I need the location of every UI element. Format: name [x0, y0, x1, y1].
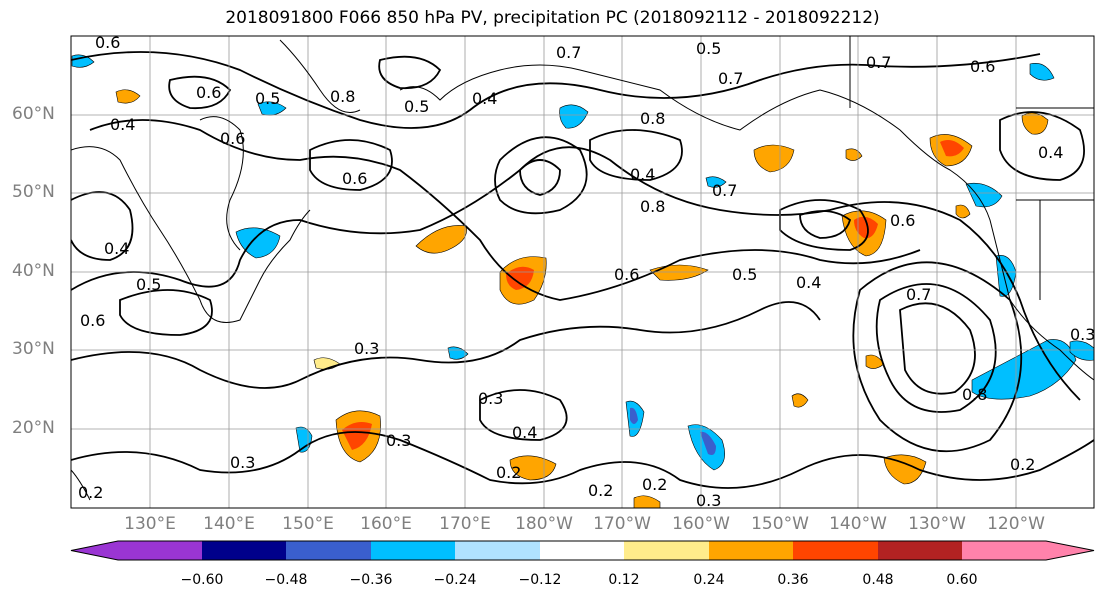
map-frame [70, 35, 1095, 509]
latitude-label: 20°N [12, 418, 55, 438]
colorbar-cell [540, 541, 624, 560]
contour-label: 0.6 [220, 129, 245, 148]
longitude-label: 170°E [439, 514, 491, 534]
colorbar-tick-label: 0.12 [608, 572, 640, 588]
contour-label: 0.7 [718, 69, 743, 88]
longitude-label: 150°W [751, 514, 809, 534]
contour-label: 0.3 [386, 431, 411, 450]
contour-label: 0.6 [890, 211, 915, 230]
contour-label: 0.4 [512, 423, 537, 442]
contour-label: 0.6 [95, 33, 120, 52]
colorbar [70, 540, 1095, 561]
map-area: 0.6 0.6 0.5 0.8 0.4 0.7 0.5 0.7 0.8 0.7 … [71, 33, 1095, 510]
figure-title: 2018091800 F066 850 hPa PV, precipitatio… [225, 8, 880, 28]
pv-contour-labels: 0.6 0.6 0.5 0.8 0.4 0.7 0.5 0.7 0.8 0.7 … [78, 33, 1095, 510]
longitude-label: 120°W [987, 514, 1045, 534]
colorbar-cell [202, 541, 286, 560]
longitude-label: 140°W [829, 514, 887, 534]
contour-label: 0.5 [732, 265, 757, 284]
longitude-label: 160°W [672, 514, 730, 534]
colorbar-cell [371, 541, 455, 560]
contour-label: 0.6 [614, 265, 639, 284]
colorbar-cell [286, 541, 371, 560]
longitude-label: 130°E [124, 514, 176, 534]
coastlines [71, 36, 1094, 501]
contour-label: 0.3 [1070, 325, 1095, 344]
colorbar-cell [709, 541, 793, 560]
contour-label: 0.2 [1010, 455, 1035, 474]
graticule [71, 36, 1094, 508]
colorbar-cell [71, 541, 202, 560]
colorbar-tick-label: −0.24 [433, 572, 477, 588]
latitude-label: 30°N [12, 339, 55, 359]
colorbar-cell [793, 541, 878, 560]
longitude-label: 130°W [908, 514, 966, 534]
pv-contours [71, 51, 1094, 489]
colorbar-cell [624, 541, 709, 560]
contour-label: 0.4 [630, 165, 655, 184]
contour-label: 0.7 [556, 43, 581, 62]
latitude-label: 40°N [12, 261, 55, 281]
contour-label: 0.4 [110, 115, 135, 134]
contour-label: 0.5 [404, 97, 429, 116]
contour-label: 0.2 [642, 475, 667, 494]
precip-negative-shading [71, 54, 1094, 471]
contour-label: 0.5 [696, 39, 721, 58]
contour-label: 0.7 [712, 181, 737, 200]
contour-label: 0.6 [970, 57, 995, 76]
colorbar-tick-label: 0.36 [777, 572, 809, 588]
contour-label: 0.4 [472, 89, 497, 108]
contour-label: 0.8 [962, 385, 987, 404]
contour-label: 0.8 [640, 109, 665, 128]
contour-label: 0.7 [866, 53, 891, 72]
colorbar-tick-label: −0.12 [518, 572, 562, 588]
colorbar-cell [878, 541, 962, 560]
latitude-label: 50°N [12, 182, 55, 202]
longitude-label: 170°W [593, 514, 651, 534]
contour-label: 0.2 [588, 481, 613, 500]
longitude-label: 180°W [515, 514, 573, 534]
longitude-label: 150°E [282, 514, 334, 534]
colorbar-tick-label: −0.48 [264, 572, 308, 588]
colorbar-tick-label: 0.24 [693, 572, 725, 588]
contour-label: 0.2 [496, 463, 521, 482]
latitude-label: 60°N [12, 104, 55, 124]
colorbar-outline [70, 540, 1095, 561]
contour-label: 0.6 [196, 83, 221, 102]
contour-label: 0.3 [230, 453, 255, 472]
contour-label: 0.5 [255, 89, 280, 108]
colorbar-cell [962, 541, 1094, 560]
contour-label: 0.4 [104, 239, 129, 258]
contour-label: 0.5 [136, 275, 161, 294]
contour-label: 0.8 [640, 197, 665, 216]
contour-label: 0.2 [78, 483, 103, 502]
colorbar-tick-label: −0.60 [180, 572, 224, 588]
colorbar-tick-label: −0.36 [349, 572, 393, 588]
colorbar-tick-label: 0.48 [862, 572, 894, 588]
contour-label: 0.6 [342, 169, 367, 188]
precip-positive-shading [115, 89, 1049, 508]
longitude-label: 140°E [203, 514, 255, 534]
colorbar-tick-label: 0.60 [946, 572, 978, 588]
contour-label: 0.4 [1038, 143, 1063, 162]
contour-label: 0.3 [354, 339, 379, 358]
colorbar-cell [455, 541, 540, 560]
longitude-label: 160°E [360, 514, 412, 534]
contour-label: 0.3 [478, 389, 503, 408]
contour-label: 0.3 [696, 491, 721, 510]
contour-label: 0.8 [330, 87, 355, 106]
contour-label: 0.6 [80, 311, 105, 330]
contour-label: 0.7 [906, 285, 931, 304]
contour-label: 0.4 [796, 273, 821, 292]
